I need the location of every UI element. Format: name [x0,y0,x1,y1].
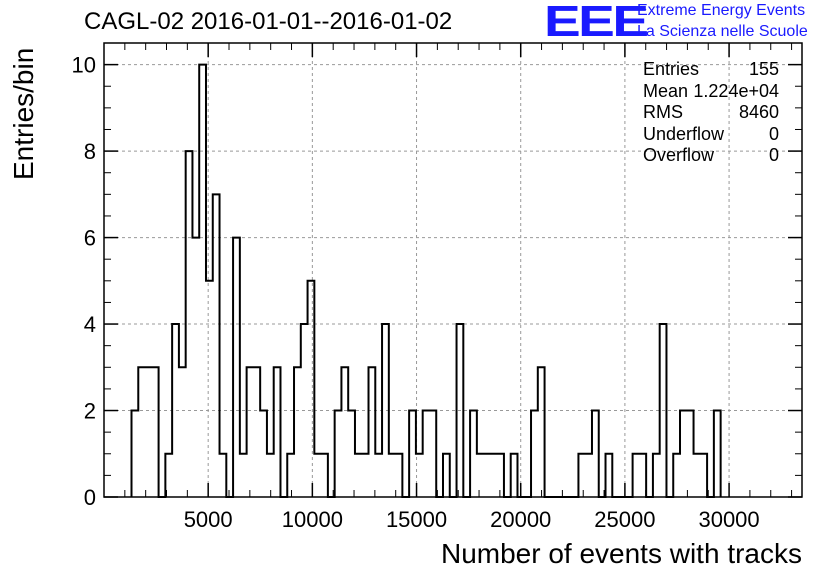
histogram-bin [633,454,640,497]
stat-value: 8460 [738,102,779,122]
eee-logo: EEE [544,0,649,46]
plot-frame [103,42,803,498]
histogram-bin [247,367,254,497]
histogram-bin [585,454,592,497]
histogram-bin [660,324,667,497]
histogram-bin [287,454,294,497]
histogram-bin [653,454,660,497]
histogram-bin [673,454,680,497]
stat-label: Mean [643,80,689,101]
chart-title: CAGL-02 2016-01-01--2016-01-02 [84,8,453,35]
histogram-bin [192,238,199,497]
histogram-bin [639,454,646,497]
histogram-bin [429,411,436,497]
histogram-bin [484,454,491,497]
y-tick-label: 4 [84,312,96,337]
stat-overflow: Overflow 0 [643,145,779,167]
stat-label: RMS [643,102,683,122]
histogram-bin [578,454,585,497]
histogram-bin [260,411,267,497]
stat-rms: RMS 8460 [643,102,779,124]
histogram-bin [538,367,545,497]
logo-line-2: La Scienza nelle Scuole [637,23,808,40]
stat-label: Entries [643,59,700,79]
histogram-bin [396,454,403,497]
x-tick-label: 5000 [184,507,233,532]
histogram-bin [152,367,159,497]
y-axis-label: Entries/bin [8,47,39,180]
histogram-bin [294,367,301,497]
histogram-bin [308,281,315,497]
histogram-bin [457,324,464,497]
histogram-bin [240,454,247,497]
histogram-bin [497,454,504,497]
histogram-bin [680,411,687,497]
histogram-bin [138,367,145,497]
histogram-bin [687,411,694,497]
x-tick-label: 15000 [386,507,447,532]
histogram-bin [355,454,362,497]
stat-label: Underflow [643,123,725,144]
histogram-bin [132,411,139,497]
histogram-bin [206,281,213,497]
stat-underflow: Underflow 0 [643,124,779,146]
stat-entries: Entries 155 [643,59,779,81]
y-tick-label: 0 [84,485,96,510]
histogram-bin [253,367,260,497]
histogram-bin [274,367,281,497]
stat-label: Overflow [643,145,715,165]
histogram-bin [172,324,179,497]
histogram-bin [348,411,355,497]
histogram-bin [511,454,518,497]
histogram-bin [362,454,369,497]
histogram-bin [301,324,308,497]
histogram-bin [375,454,382,497]
x-tick-label: 25000 [594,507,655,532]
x-tick-label: 30000 [698,507,759,532]
y-tick-label: 6 [84,226,96,251]
histogram-bin [341,367,348,497]
histogram-bin [199,65,206,497]
histogram-bin [145,367,152,497]
histogram-bin [389,454,396,497]
histogram-bin [423,411,430,497]
stat-value: 0 [768,145,779,165]
logo-line-1: Extreme Energy Events [637,2,806,19]
histogram-bin [714,411,721,497]
histogram-bin [606,454,613,497]
statistics-box: Entries 155 Mean 1.224e+04 RMS 8460 Unde… [643,59,779,167]
histogram-bin [694,454,701,497]
histogram-bin [409,411,416,497]
stat-value: 0 [768,123,779,144]
y-tick-label: 8 [84,139,96,164]
histogram-bin [369,367,376,497]
histogram-bin [335,411,342,497]
stat-mean: Mean 1.224e+04 [643,81,779,103]
histogram-bin [592,411,599,497]
x-tick-label: 10000 [282,507,343,532]
stat-value: 1.224e+04 [693,80,779,101]
histogram-bin [314,454,321,497]
histogram-bin [443,454,450,497]
y-tick-label: 10 [72,53,96,78]
histogram-bin [321,454,328,497]
histogram-bin [186,151,193,497]
x-axis-label: Number of events with tracks [440,538,802,569]
stat-value: 155 [748,59,779,79]
histogram-bin [382,324,389,497]
histogram-bin [470,411,477,497]
x-tick-label: 20000 [490,507,551,532]
histogram-bin [700,454,707,497]
histogram-bin [213,194,220,497]
histogram-bin [179,367,186,497]
histogram-bin [233,238,240,497]
histogram-bin [531,411,538,497]
histogram-bin [477,454,484,497]
histogram-bin [220,454,227,497]
y-tick-label: 2 [84,399,96,424]
histogram-bin [490,454,497,497]
